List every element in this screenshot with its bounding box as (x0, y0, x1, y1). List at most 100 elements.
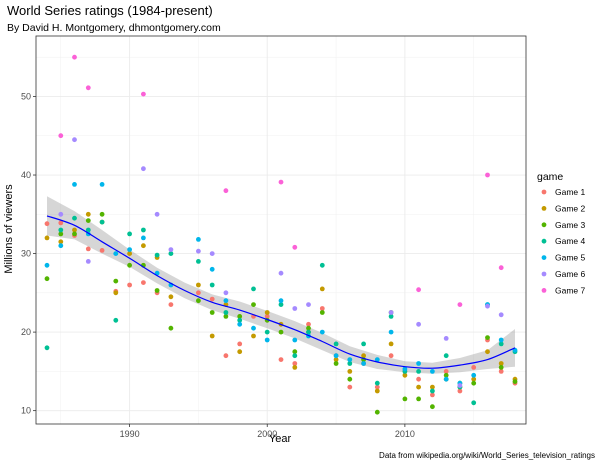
data-point (154, 252, 160, 258)
data-point (99, 248, 105, 253)
data-point (141, 91, 146, 97)
data-point (416, 369, 421, 374)
data-point (319, 329, 325, 335)
data-point (223, 314, 229, 319)
data-point (471, 400, 477, 406)
data-point (485, 349, 490, 355)
data-point (72, 54, 77, 60)
y-tick-label: 50 (21, 91, 31, 101)
data-point (361, 341, 366, 347)
legend-title: game (537, 171, 563, 183)
data-point (319, 306, 325, 311)
data-point (278, 302, 284, 307)
data-point (223, 353, 229, 359)
data-point (347, 357, 353, 362)
data-point (44, 262, 50, 268)
data-point (485, 172, 490, 178)
series-game-2 (44, 211, 518, 394)
data-point (361, 361, 366, 366)
data-point (127, 247, 132, 253)
data-point (196, 282, 201, 288)
data-point (58, 243, 64, 249)
data-point (402, 366, 408, 372)
legend-swatch (541, 238, 547, 244)
data-point (127, 251, 132, 256)
data-point (347, 376, 353, 382)
data-point (209, 310, 215, 315)
data-point (416, 376, 421, 382)
data-point (319, 310, 325, 315)
data-point (292, 337, 298, 343)
data-point (85, 227, 91, 233)
data-point (223, 310, 229, 315)
data-point (44, 221, 50, 227)
data-point (292, 306, 298, 311)
data-point (361, 353, 366, 359)
data-point (154, 288, 160, 293)
data-point (278, 329, 284, 335)
data-point (471, 372, 477, 378)
x-tick-label: 2000 (257, 429, 277, 439)
data-point (430, 384, 435, 390)
data-point (402, 396, 408, 402)
data-point (58, 231, 64, 237)
panel-border (35, 35, 527, 425)
y-tick-label: 20 (21, 327, 31, 337)
chart-subtitle: By David H. Montgomery, dhmontgomery.com (7, 22, 221, 34)
data-point (498, 312, 504, 318)
legend: game Game 1 Game 2 Game 3 Game 4 Game 5 Game … (537, 171, 586, 295)
data-point (264, 314, 270, 319)
data-point (209, 296, 215, 302)
data-point (99, 182, 105, 187)
chart-title: World Series ratings (1984-present) (7, 3, 213, 18)
data-point (72, 215, 77, 221)
data-point (127, 262, 132, 268)
data-point (388, 329, 394, 335)
data-point (347, 361, 353, 366)
data-point (333, 361, 339, 366)
data-point (498, 369, 504, 374)
data-point (512, 347, 518, 353)
data-point (430, 369, 435, 374)
data-point (196, 248, 201, 254)
data-point (141, 227, 146, 233)
data-point (168, 251, 174, 256)
data-point (416, 361, 421, 366)
data-point (402, 372, 408, 378)
data-point (388, 353, 394, 359)
data-point (498, 365, 504, 370)
data-point (278, 179, 284, 185)
data-point (196, 298, 201, 304)
data-point (319, 286, 325, 292)
data-point (292, 244, 298, 250)
data-point (374, 388, 380, 394)
data-point (430, 404, 435, 410)
plot-panel (35, 35, 527, 425)
data-point (485, 335, 490, 340)
data-point (416, 384, 421, 390)
data-point (196, 290, 201, 296)
legend-swatch (541, 271, 547, 277)
data-point (168, 247, 174, 253)
data-point (278, 298, 284, 304)
smooth-line (46, 215, 516, 369)
legend-label: Game 2 (555, 203, 586, 213)
confidence-band (47, 196, 515, 374)
data-point (209, 333, 215, 339)
data-point (485, 303, 490, 309)
y-tick-label: 40 (21, 170, 31, 180)
data-point (99, 211, 105, 217)
legend-label: Game 1 (555, 187, 586, 197)
data-point (168, 294, 174, 300)
data-point (85, 218, 91, 224)
data-point (264, 310, 270, 315)
data-point (154, 211, 160, 217)
data-point (251, 333, 256, 339)
data-point (237, 349, 243, 355)
data-point (333, 341, 339, 347)
data-point (498, 337, 504, 343)
legend-swatch (541, 206, 547, 211)
data-point (347, 384, 353, 390)
legend-label: Game 4 (555, 236, 586, 246)
